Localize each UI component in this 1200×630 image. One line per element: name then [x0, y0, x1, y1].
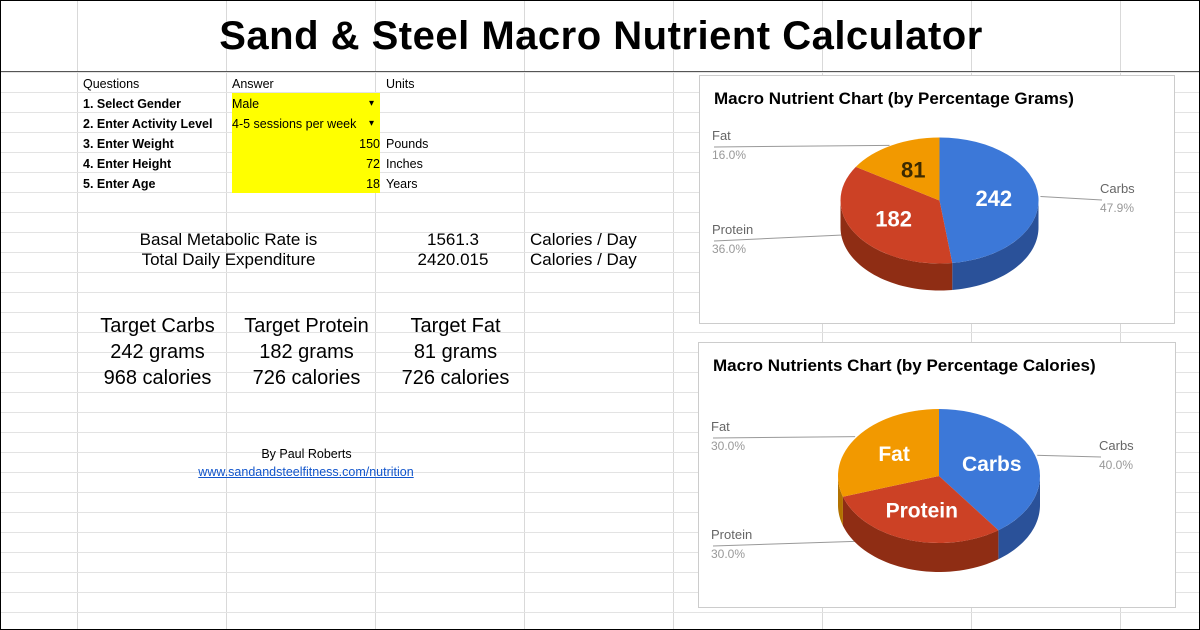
svg-text:Carbs: Carbs [962, 453, 1022, 476]
svg-text:Protein: Protein [886, 500, 958, 523]
svg-text:242: 242 [975, 186, 1012, 211]
svg-text:Fat: Fat [878, 443, 910, 466]
svg-text:182: 182 [875, 207, 912, 232]
svg-text:81: 81 [901, 158, 925, 183]
